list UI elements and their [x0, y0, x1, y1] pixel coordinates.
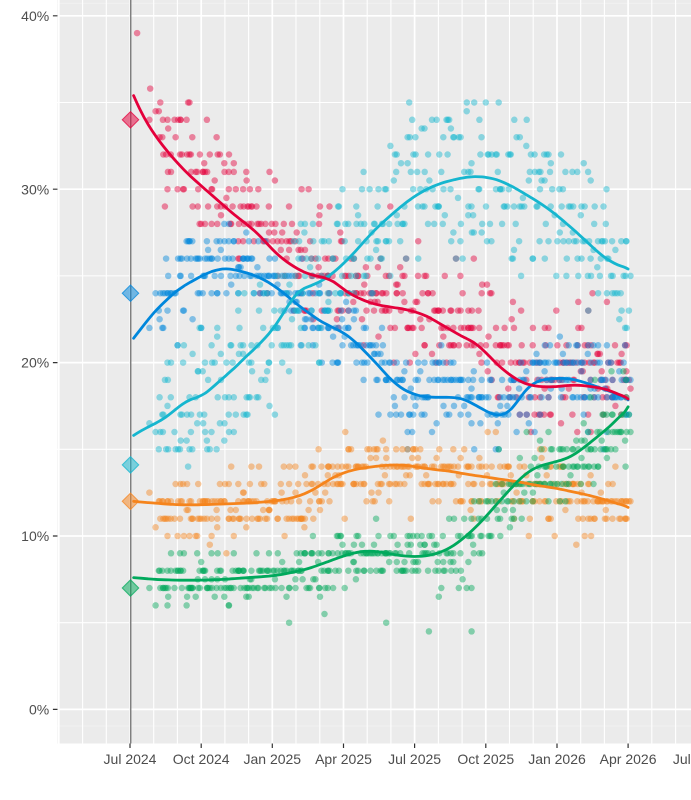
- svg-text:Jan 2026: Jan 2026: [528, 751, 586, 767]
- svg-text:30%: 30%: [21, 181, 49, 197]
- svg-text:Apr 2026: Apr 2026: [600, 751, 657, 767]
- svg-text:Oct 2024: Oct 2024: [173, 751, 230, 767]
- svg-text:Jul 2026: Jul 2026: [673, 751, 691, 767]
- svg-text:Apr 2025: Apr 2025: [315, 751, 372, 767]
- svg-text:10%: 10%: [21, 528, 49, 544]
- svg-text:40%: 40%: [21, 8, 49, 24]
- svg-text:Jul 2024: Jul 2024: [104, 751, 157, 767]
- svg-text:Oct 2025: Oct 2025: [457, 751, 514, 767]
- svg-text:Jan 2025: Jan 2025: [243, 751, 301, 767]
- svg-text:20%: 20%: [21, 355, 49, 371]
- svg-text:0%: 0%: [29, 702, 49, 718]
- svg-text:Jul 2025: Jul 2025: [388, 751, 441, 767]
